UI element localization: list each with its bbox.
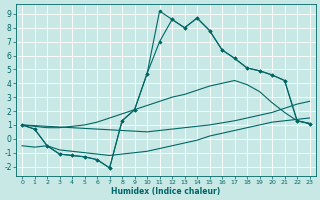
- X-axis label: Humidex (Indice chaleur): Humidex (Indice chaleur): [111, 187, 220, 196]
